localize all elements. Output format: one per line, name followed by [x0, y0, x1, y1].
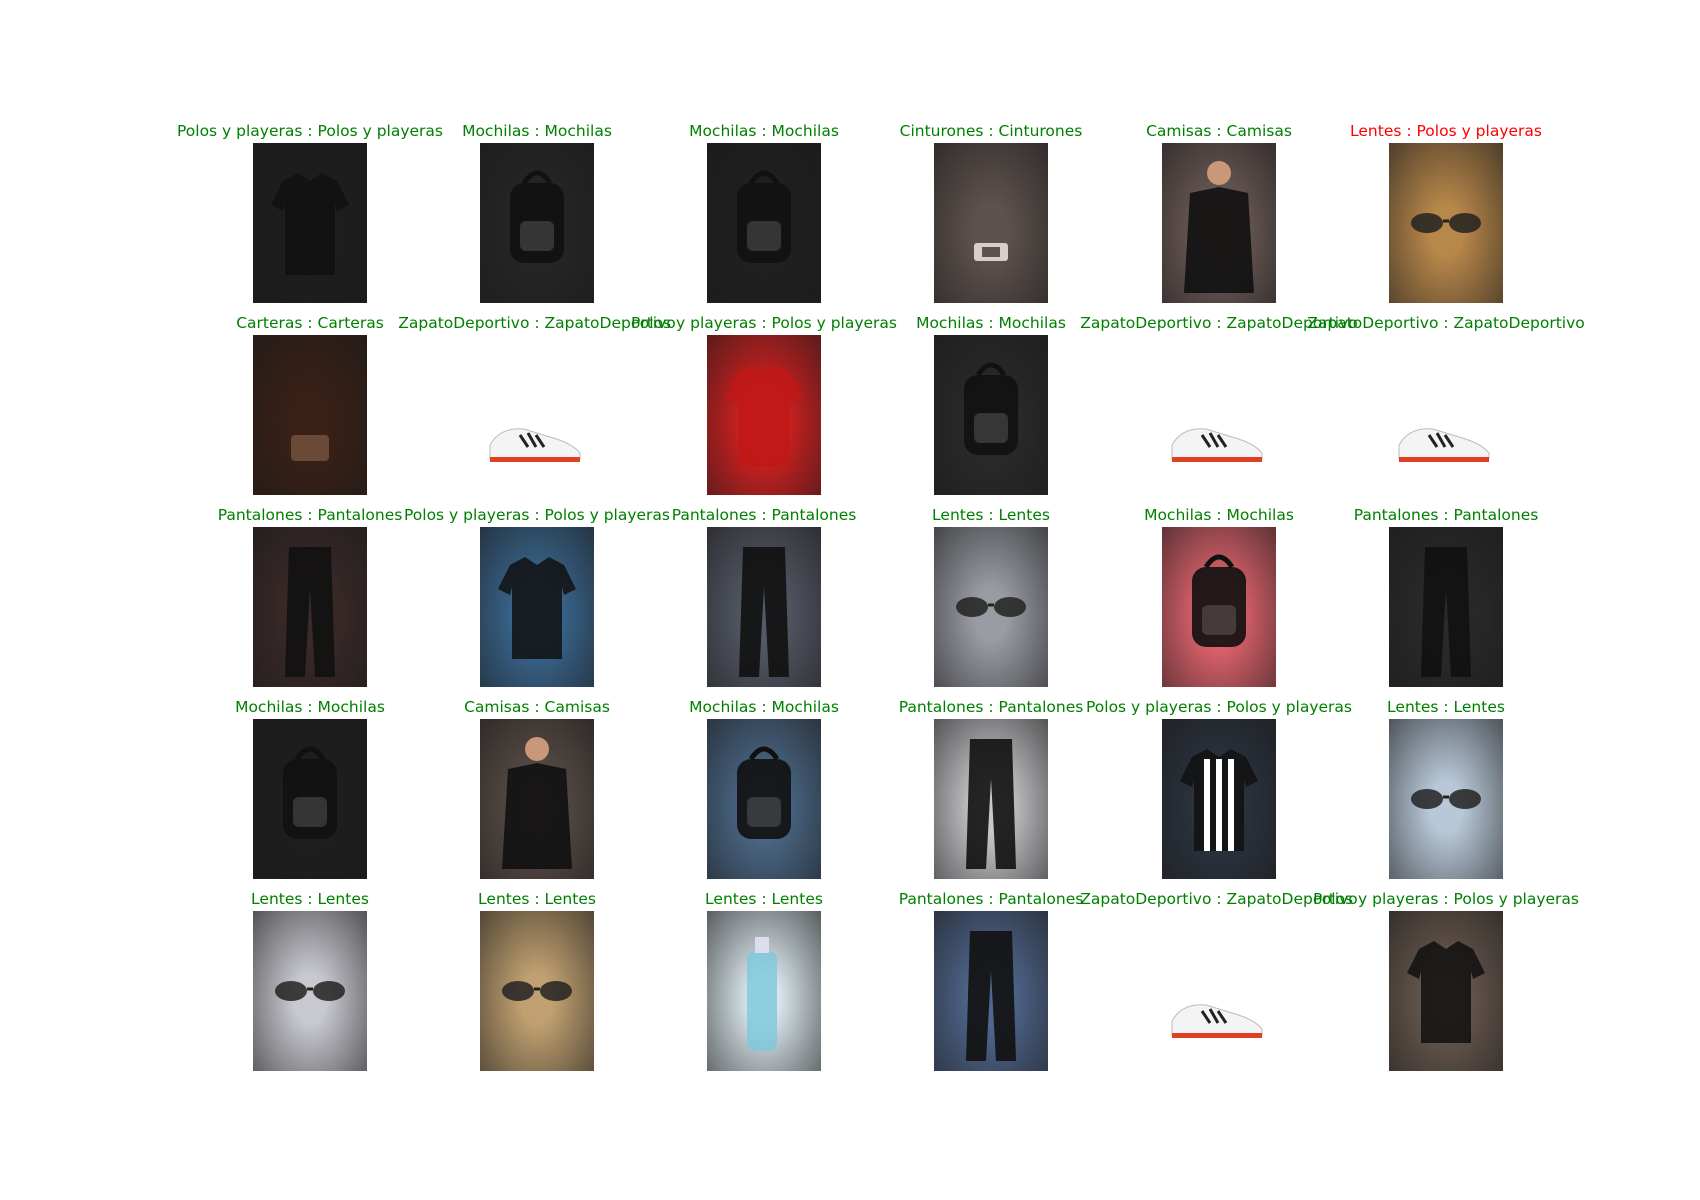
- wallet-icon: [291, 435, 329, 461]
- product-thumbnail: [480, 527, 594, 687]
- product-thumbnail: [480, 335, 594, 495]
- prediction-label: Mochilas : Mochilas: [689, 698, 839, 716]
- product-thumbnail: [707, 911, 821, 1071]
- product-thumbnail: [1162, 719, 1276, 879]
- product-thumbnail: [1162, 335, 1276, 495]
- product-thumbnail: [934, 527, 1048, 687]
- product-thumbnail: [253, 719, 367, 879]
- product-thumbnail: [253, 143, 367, 303]
- jersey-icon: [1180, 749, 1258, 851]
- backpack-icon: [964, 362, 1018, 455]
- prediction-label: Lentes : Lentes: [705, 890, 823, 908]
- product-thumbnail: [1389, 527, 1503, 687]
- product-thumbnail: [1162, 527, 1276, 687]
- backpack-icon: [737, 170, 791, 263]
- product-thumbnail: [480, 143, 594, 303]
- prediction-label: Mochilas : Mochilas: [462, 122, 612, 140]
- product-thumbnail: [253, 335, 367, 495]
- polo-shirt-icon: [271, 173, 349, 275]
- pants-icon: [1421, 547, 1471, 677]
- pants-icon: [966, 739, 1016, 869]
- pants-icon: [285, 547, 335, 677]
- prediction-label: Cinturones : Cinturones: [899, 122, 1083, 140]
- sneaker-icon: [1398, 428, 1490, 462]
- tshirt-icon: [725, 365, 803, 467]
- cleaning-spray-icon: [747, 937, 777, 1051]
- prediction-label: Mochilas : Mochilas: [916, 314, 1066, 332]
- sneaker-icon: [1171, 1004, 1263, 1038]
- backpack-icon: [283, 746, 337, 839]
- prediction-label: Camisas : Camisas: [1146, 122, 1292, 140]
- sunglasses-icon: [956, 597, 1026, 617]
- sunglasses-icon: [1411, 213, 1481, 233]
- product-thumbnail: [1389, 911, 1503, 1071]
- shirt-icon: [502, 737, 572, 869]
- product-thumbnail: [253, 527, 367, 687]
- prediction-label: ZapatoDeportivo : ZapatoDeportivo: [1080, 890, 1358, 908]
- prediction-label: Camisas : Camisas: [464, 698, 610, 716]
- longsleeve-icon: [498, 557, 576, 659]
- backpack-icon: [1192, 554, 1246, 647]
- product-thumbnail: [934, 719, 1048, 879]
- prediction-label: Mochilas : Mochilas: [1144, 506, 1294, 524]
- product-thumbnail: [1389, 719, 1503, 879]
- shirt-icon: [1184, 161, 1254, 293]
- product-thumbnail: [707, 143, 821, 303]
- product-thumbnail: [1389, 335, 1503, 495]
- backpack-icon: [510, 170, 564, 263]
- product-thumbnail: [934, 335, 1048, 495]
- product-thumbnail: [1162, 911, 1276, 1071]
- prediction-label: Polos y playeras : Polos y playeras: [1312, 890, 1580, 908]
- prediction-label: Lentes : Lentes: [1387, 698, 1505, 716]
- product-thumbnail: [480, 719, 594, 879]
- sneaker-icon: [1171, 428, 1263, 462]
- product-thumbnail: [1389, 143, 1503, 303]
- prediction-label: Polos y playeras : Polos y playeras: [403, 506, 671, 524]
- pants-icon: [739, 547, 789, 677]
- belt-icon: [974, 243, 1008, 261]
- prediction-label: Carteras : Carteras: [236, 314, 384, 332]
- sneaker-icon: [489, 428, 581, 462]
- product-thumbnail: [707, 719, 821, 879]
- product-thumbnail: [707, 335, 821, 495]
- product-thumbnail: [1162, 143, 1276, 303]
- prediction-label: Pantalones : Pantalones: [898, 698, 1084, 716]
- prediction-label: Pantalones : Pantalones: [898, 890, 1084, 908]
- prediction-label: Mochilas : Mochilas: [235, 698, 385, 716]
- prediction-label: Lentes : Lentes: [478, 890, 596, 908]
- prediction-label: Lentes : Polos y playeras: [1350, 122, 1542, 140]
- product-thumbnail: [480, 911, 594, 1071]
- product-thumbnail: [934, 911, 1048, 1071]
- prediction-label: ZapatoDeportivo : ZapatoDeportivo: [398, 314, 676, 332]
- prediction-label: Lentes : Lentes: [251, 890, 369, 908]
- prediction-label: Polos y playeras : Polos y playeras: [176, 122, 444, 140]
- prediction-label: Lentes : Lentes: [932, 506, 1050, 524]
- prediction-label: ZapatoDeportivo : ZapatoDeportivo: [1307, 314, 1585, 332]
- prediction-label: ZapatoDeportivo : ZapatoDeportivo: [1080, 314, 1358, 332]
- prediction-label: Polos y playeras : Polos y playeras: [630, 314, 898, 332]
- prediction-label: Mochilas : Mochilas: [689, 122, 839, 140]
- prediction-label: Pantalones : Pantalones: [1353, 506, 1539, 524]
- sunglasses-icon: [502, 981, 572, 1001]
- product-thumbnail: [707, 527, 821, 687]
- glasses-icon: [275, 981, 345, 1001]
- prediction-label: Pantalones : Pantalones: [671, 506, 857, 524]
- backpack-icon: [737, 746, 791, 839]
- tshirt-icon: [1407, 941, 1485, 1043]
- prediction-label: Pantalones : Pantalones: [217, 506, 403, 524]
- product-thumbnail: [253, 911, 367, 1071]
- glasses-icon: [1411, 789, 1481, 809]
- product-thumbnail: [934, 143, 1048, 303]
- jeans-icon: [966, 931, 1016, 1061]
- prediction-label: Polos y playeras : Polos y playeras: [1085, 698, 1353, 716]
